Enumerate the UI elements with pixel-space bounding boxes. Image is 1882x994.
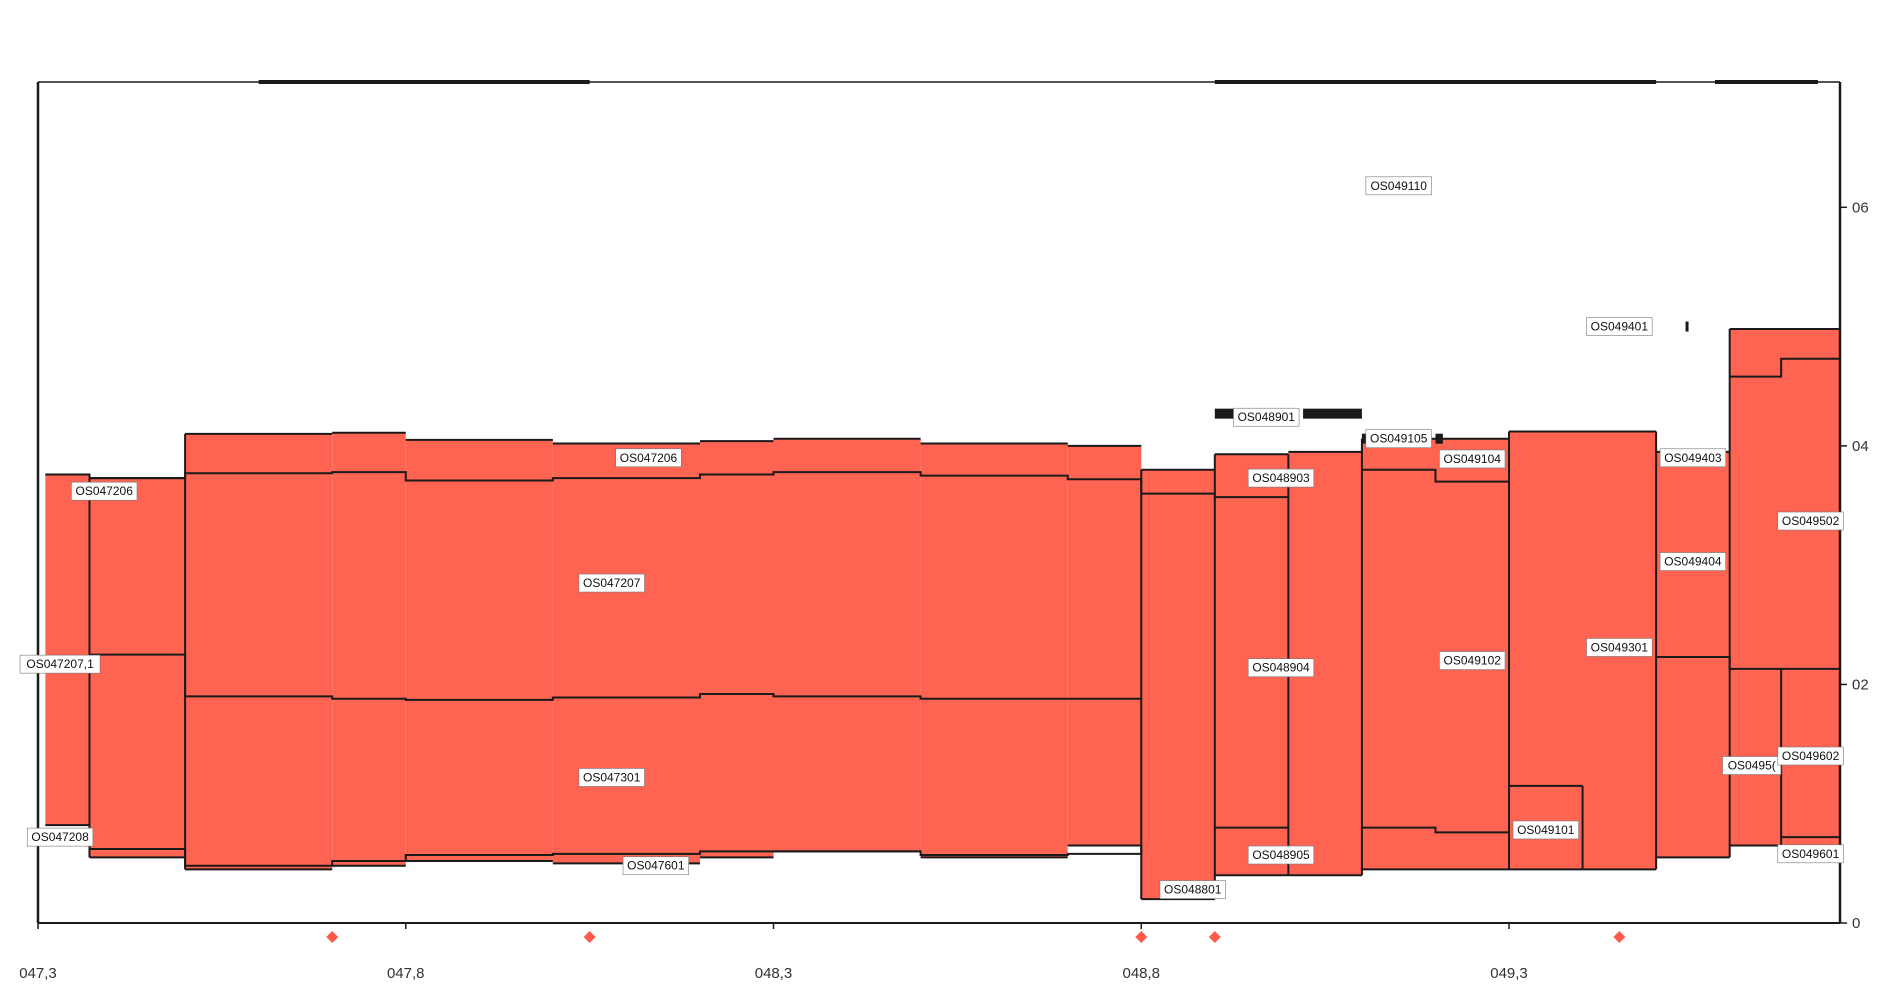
y-tick-label: 0 [1852, 915, 1860, 932]
boundary-step-line [1729, 357, 1840, 378]
segment-label-box [615, 448, 682, 468]
segment-label: OS048905 [1252, 848, 1310, 862]
segment-label-box [1777, 746, 1844, 766]
segment-label-box [71, 481, 138, 501]
diamond-marker [583, 931, 596, 943]
segment-label-box [1659, 448, 1726, 468]
segment-label: OS048904 [1252, 661, 1310, 675]
segment-label-box [1512, 820, 1579, 840]
area-segment [552, 443, 700, 864]
y-tick-label: 06 [1852, 199, 1869, 216]
boundary-step-line [1361, 826, 1510, 834]
plot-frame [36, 80, 1842, 924]
segment-label: OS049104 [1444, 452, 1502, 466]
segment-label: OS049602 [1782, 749, 1840, 763]
diamond-marker [1135, 931, 1148, 943]
segment-label: OS048903 [1252, 471, 1310, 485]
segment-label-box [19, 654, 101, 674]
x-tick-label: 048,8 [1122, 965, 1160, 982]
y-tick-label: 04 [1852, 438, 1869, 455]
segment-label-box [1365, 176, 1432, 196]
segment-label: OS047206 [76, 484, 134, 498]
y-tick-label: 02 [1852, 676, 1869, 693]
segment-label-box [1722, 756, 1782, 775]
diamond-marker [326, 931, 339, 943]
segment-label: OS047208 [31, 830, 89, 844]
segment-label-box [1659, 552, 1726, 571]
boundary-step-line [89, 845, 1143, 867]
segment-label: OS048901 [1238, 410, 1296, 424]
segment-label-box [1777, 844, 1844, 864]
segment-label: OS047601 [627, 859, 685, 873]
area-segment [1656, 451, 1730, 858]
segment-label: OS047207 [583, 576, 641, 590]
segment-label: OS049401 [1591, 320, 1649, 334]
segment-label-box [1233, 407, 1300, 427]
segment-label: OS049101 [1517, 823, 1575, 837]
segment-label-box [578, 768, 645, 787]
segment-label-box [1247, 658, 1315, 678]
area-segment [89, 478, 186, 858]
diamond-marker [1208, 931, 1221, 943]
boundary-line-layer [45, 327, 1840, 901]
segment-label-box [1439, 449, 1506, 469]
segment-label: OS049403 [1664, 451, 1722, 465]
segment-label: OS047206 [620, 451, 678, 465]
segment-label-box [26, 827, 94, 847]
segment-label-box [1159, 880, 1226, 899]
x-tick-label: 047,8 [387, 965, 425, 982]
marker-layer [326, 931, 1626, 943]
segment-label-box [1365, 429, 1432, 449]
area-segment [773, 438, 921, 852]
overlay-bar [1685, 321, 1689, 332]
segment-label: OS049110 [1370, 179, 1427, 193]
x-tick-label: 048,3 [755, 965, 793, 982]
segment-label: OS049601 [1782, 847, 1840, 861]
overlay-bar [1303, 408, 1362, 419]
overlay-bar [1214, 408, 1237, 419]
segment-label-box [578, 573, 645, 593]
x-tick-label: 047,3 [19, 965, 57, 982]
area-segment [185, 433, 333, 870]
boundary-step-line [89, 653, 1142, 701]
segment-label: OS0495( [1728, 759, 1776, 773]
segment-label: OS047207,1 [26, 657, 94, 671]
segment-label: OS049301 [1591, 640, 1649, 654]
segment-label: OS049105 [1370, 432, 1428, 446]
area-segment [1141, 469, 1215, 900]
area-segment [920, 443, 1068, 858]
segment-label-box [1586, 638, 1653, 657]
segment-label-box [1777, 511, 1844, 531]
area-segment [405, 439, 553, 861]
x-tick-label: 049,3 [1490, 965, 1528, 982]
segment-label-layer: OS047206 OS047206 OS047207 OS047207,1 OS0473… [19, 176, 1844, 899]
segment-label-box [1586, 317, 1653, 336]
segment-label-box [1247, 468, 1315, 488]
tick-label-layer: 047,3 047,8 048,3 048,8 049,3 0 02 04 06 [19, 199, 1868, 982]
diamond-marker [1613, 931, 1626, 943]
segment-label-box [1247, 845, 1315, 865]
segment-label-box [1439, 651, 1506, 670]
overlay-bar [1435, 433, 1443, 444]
area-segment [699, 441, 774, 858]
area-segment [45, 474, 90, 826]
segment-label: OS047301 [583, 770, 641, 784]
area-segment [332, 432, 406, 866]
segment-label: OS048801 [1164, 883, 1222, 897]
boundary-step-line [1361, 468, 1510, 483]
segment-label-box [622, 856, 689, 876]
segment-label: OS049404 [1664, 555, 1722, 569]
segment-label: OS049102 [1444, 654, 1502, 668]
segment-label: OS049502 [1782, 514, 1840, 528]
area-segment [1067, 445, 1142, 846]
